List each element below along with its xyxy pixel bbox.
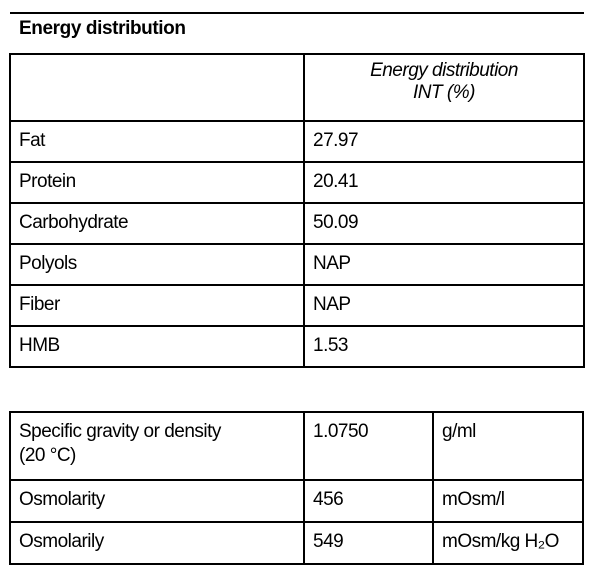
- energy-table: Energy distribution INT (%) Fat 27.97 Prot…: [9, 53, 585, 368]
- header-text: Energy distribution: [370, 60, 518, 81]
- header-cell: Energy distribution INT (%): [305, 55, 583, 120]
- table-cell: 50.09: [305, 204, 583, 243]
- table-cell: Osmolarity: [11, 481, 303, 521]
- table-cell: NAP: [305, 245, 583, 284]
- table-cell: Osmolarily: [11, 523, 303, 563]
- table-cell: Fiber: [11, 286, 303, 325]
- table-cell: Fat: [11, 122, 303, 161]
- table-cell: 1.0750: [305, 413, 432, 479]
- cell-line: Specific gravity or density: [19, 421, 221, 442]
- table-cell: 27.97: [305, 122, 583, 161]
- table-cell: NAP: [305, 286, 583, 325]
- header-text: INT (%): [413, 82, 475, 103]
- table-cell: mOsm/l: [434, 481, 582, 521]
- table-cell: Specific gravity or density (20 °C): [11, 413, 303, 479]
- table-cell: Carbohydrate: [11, 204, 303, 243]
- table-cell: 20.41: [305, 163, 583, 202]
- table-cell: 456: [305, 481, 432, 521]
- table-cell: g/ml: [434, 413, 582, 479]
- table-cell: 1.53: [305, 327, 583, 366]
- table-cell: Polyols: [11, 245, 303, 284]
- properties-table: Specific gravity or density (20 °C) 1.0750…: [9, 411, 584, 565]
- top-rule: [10, 12, 584, 14]
- header-cell: [11, 55, 303, 120]
- table-cell: Protein: [11, 163, 303, 202]
- table-cell: mOsm/kg H₂O: [434, 523, 582, 563]
- table-cell: 549: [305, 523, 432, 563]
- table-cell: HMB: [11, 327, 303, 366]
- cell-line: (20 °C): [19, 445, 76, 466]
- section-title: Energy distribution: [19, 18, 186, 39]
